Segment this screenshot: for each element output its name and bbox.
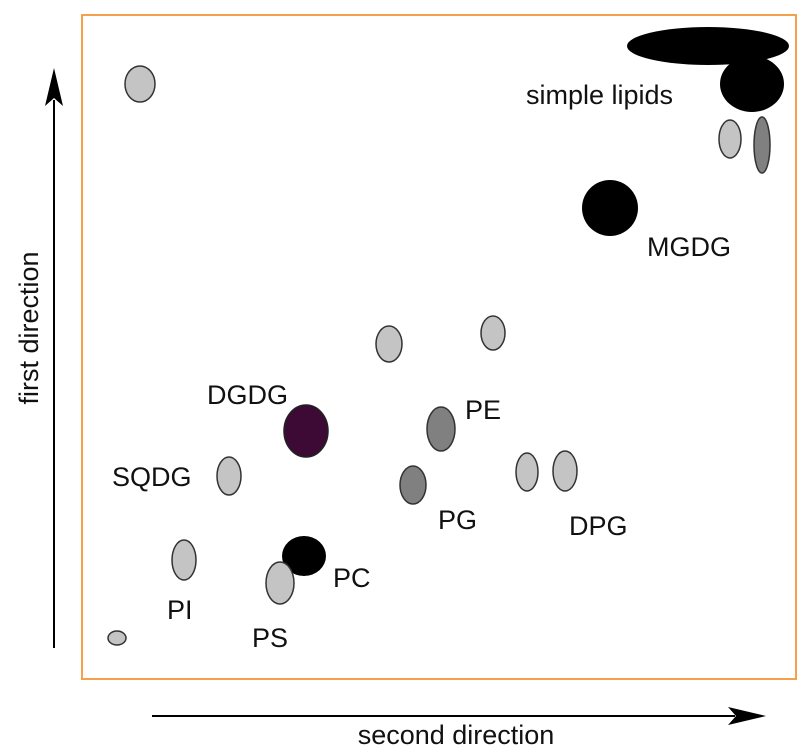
second-direction-arrow <box>152 707 766 725</box>
label-pi: PI <box>167 595 193 625</box>
spot-unlabeled <box>480 315 506 351</box>
label-mgdg: MGDG <box>647 232 731 262</box>
label-ps: PS <box>252 623 288 653</box>
label-dpg: DPG <box>569 511 628 541</box>
label-sqdg: SQDG <box>112 462 192 492</box>
spot-unlabeled <box>124 65 156 103</box>
label-pc: PC <box>333 563 371 593</box>
spot-sqdg <box>216 456 242 496</box>
spot-pe <box>426 406 456 452</box>
label-simple-lipids: simple lipids <box>526 80 673 110</box>
spot-dgdg <box>283 404 329 458</box>
spot-dpg-right <box>552 450 578 492</box>
spot-mgdg <box>582 180 638 236</box>
label-pg: PG <box>438 505 477 535</box>
spot-pg <box>399 465 427 505</box>
label-dgdg: DGDG <box>207 380 288 410</box>
spot-ps <box>265 561 295 605</box>
spot-origin <box>107 630 127 646</box>
spot-simple-lipids-blob <box>720 56 784 112</box>
plate-frame <box>81 14 797 680</box>
spot-unlabeled <box>375 325 403 363</box>
label-pe: PE <box>465 395 501 425</box>
x-axis-label: second direction <box>358 720 555 749</box>
first-direction-arrow <box>45 68 63 648</box>
spot-simple-lipids-band <box>627 27 789 65</box>
spot-pc <box>282 536 326 576</box>
spot-dpg-left <box>515 452 539 492</box>
spot-unlabeled <box>718 119 742 159</box>
y-axis-label: first direction <box>14 251 44 404</box>
spot-unlabeled-dark <box>753 116 771 174</box>
spot-pi <box>171 539 197 581</box>
